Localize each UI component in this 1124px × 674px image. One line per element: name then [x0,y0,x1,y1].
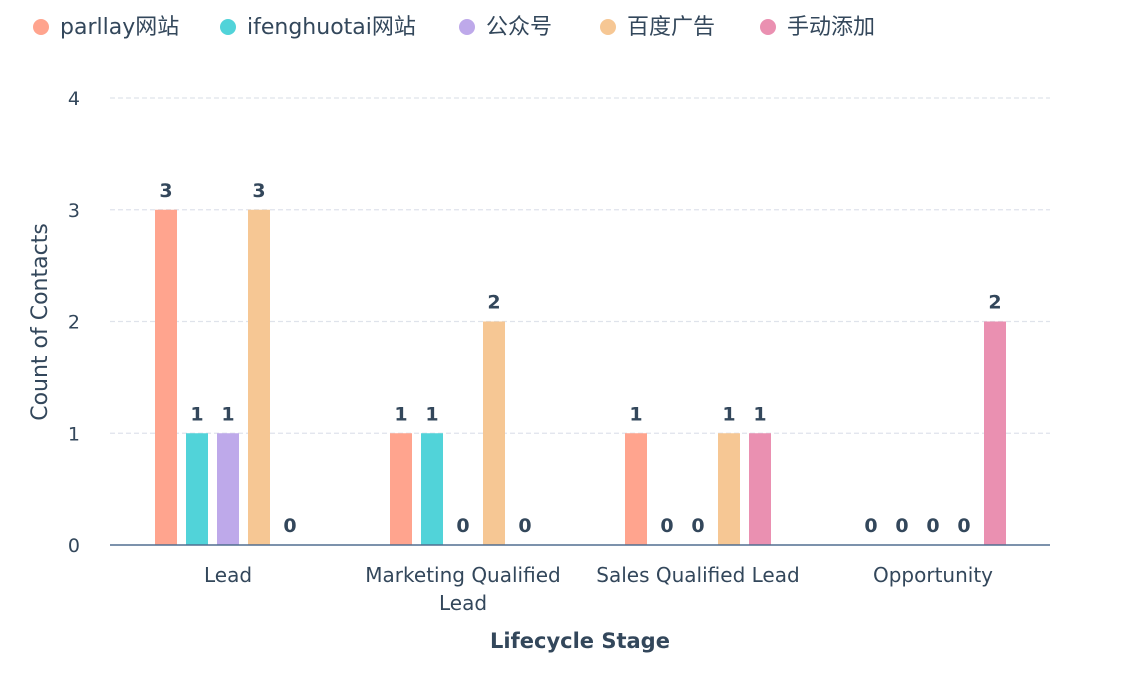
x-category-label: Opportunity [873,563,993,587]
legend-swatch [600,19,616,35]
x-axis-categories: Lead Marketing Qualified Lead Sales Qualifi… [204,563,993,615]
bars [155,209,1006,546]
y-tick-label: 4 [68,88,80,110]
bar[interactable] [421,433,443,545]
data-label: 1 [221,403,234,425]
data-label: 0 [957,515,970,537]
legend-swatch [220,19,236,35]
y-axis-title: Count of Contacts [28,223,53,421]
data-label: 0 [691,515,704,537]
legend-swatch [760,19,776,35]
legend-label: 公众号 [486,15,552,40]
bar[interactable] [390,433,412,545]
data-label: 2 [487,292,500,314]
bar[interactable] [248,209,270,545]
data-label: 1 [190,403,203,425]
x-axis-title: Lifecycle Stage [490,629,670,653]
x-category-label: Sales Qualified Lead [596,563,799,587]
bar[interactable] [625,433,647,545]
data-label: 0 [864,515,877,537]
legend-label: ifenghuotai网站 [247,15,416,40]
y-tick-label: 2 [68,312,80,334]
legend-item[interactable]: 百度广告 [600,15,715,40]
data-label: 3 [159,180,172,202]
legend-label: parllay网站 [60,15,179,40]
data-label: 1 [753,403,766,425]
y-tick-label: 1 [68,423,80,445]
legend-item[interactable]: 手动添加 [760,15,875,40]
data-label: 3 [252,180,265,202]
data-label: 2 [988,292,1001,314]
bar[interactable] [749,433,771,545]
data-label: 0 [518,515,531,537]
data-label: 1 [629,403,642,425]
data-label: 1 [722,403,735,425]
x-category-label: Marketing Qualified Lead [365,563,560,615]
x-category-label: Lead [204,563,252,587]
bar[interactable] [217,433,239,545]
legend-item[interactable]: parllay网站 [33,15,179,40]
data-label: 0 [660,515,673,537]
y-tick-label: 0 [68,535,80,557]
y-axis-ticks: 0 1 2 3 4 [68,88,80,557]
legend-label: 手动添加 [787,15,875,40]
data-label: 0 [895,515,908,537]
bar[interactable] [718,433,740,545]
legend-item[interactable]: 公众号 [459,15,552,40]
bar[interactable] [186,433,208,545]
legend: parllay网站 ifenghuotai网站 公众号 百度广告 手动添加 [33,15,875,40]
legend-swatch [459,19,475,35]
bar[interactable] [155,209,177,545]
bar[interactable] [984,321,1006,546]
legend-swatch [33,19,49,35]
data-label: 0 [456,515,469,537]
data-label: 0 [283,515,296,537]
legend-label: 百度广告 [627,15,715,40]
y-tick-label: 3 [68,200,80,222]
legend-item[interactable]: ifenghuotai网站 [220,15,416,40]
data-label: 1 [425,403,438,425]
bar[interactable] [483,321,505,546]
data-label: 1 [394,403,407,425]
data-label: 0 [926,515,939,537]
